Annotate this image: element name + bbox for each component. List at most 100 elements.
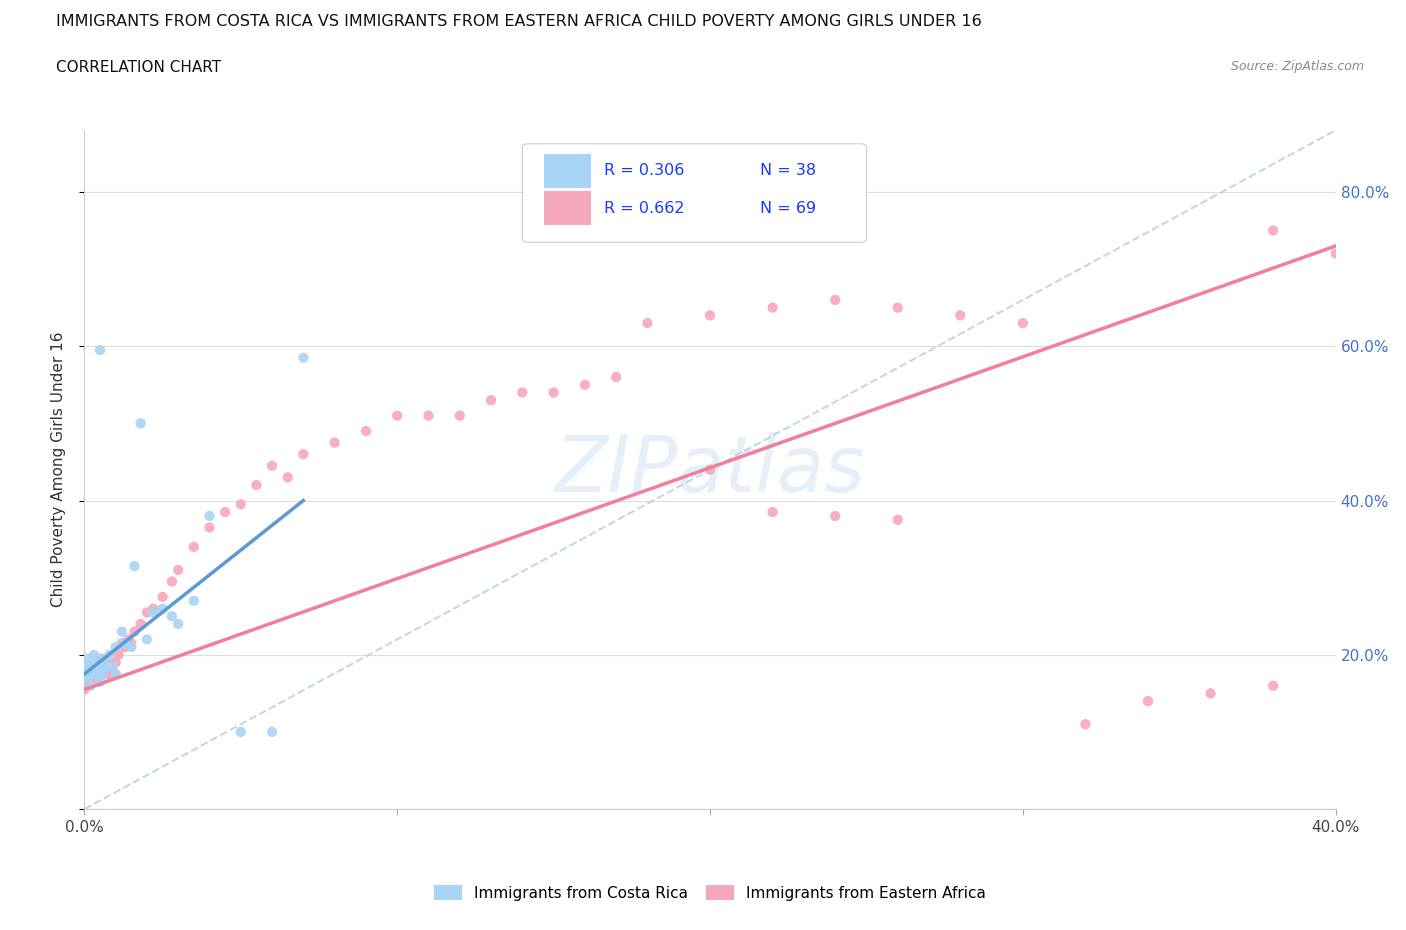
Point (91, 667, 114, 682)
Point (73, 663, 96, 678)
Point (98, 647, 121, 662)
Point (79, 674, 101, 689)
Point (96, 667, 118, 682)
Text: IMMIGRANTS FROM COSTA RICA VS IMMIGRANTS FROM EASTERN AFRICA CHILD POVERTY AMONG: IMMIGRANTS FROM COSTA RICA VS IMMIGRANTS… (56, 14, 981, 29)
Point (574, 378, 596, 392)
Point (76, 667, 98, 682)
Point (262, 458, 284, 473)
FancyBboxPatch shape (523, 144, 866, 242)
Point (89, 651, 111, 666)
Point (142, 604, 165, 619)
Point (117, 632, 139, 647)
Point (91, 651, 114, 666)
Point (262, 724, 284, 739)
Point (229, 724, 252, 739)
Point (104, 667, 127, 682)
Point (762, 505, 785, 520)
Point (637, 315, 659, 330)
Point (89, 674, 111, 689)
Point (762, 300, 785, 315)
Point (152, 601, 174, 616)
Point (479, 392, 502, 407)
Point (120, 640, 142, 655)
Y-axis label: Child Poverty Among Girls Under 16: Child Poverty Among Girls Under 16 (51, 332, 66, 607)
Point (124, 559, 146, 574)
Point (79, 667, 101, 682)
Point (1012, 315, 1035, 330)
Point (91, 667, 114, 682)
Point (124, 624, 146, 639)
Bar (544, 154, 591, 188)
Point (76, 655, 98, 670)
Text: Source: ZipAtlas.com: Source: ZipAtlas.com (1230, 60, 1364, 73)
Point (120, 636, 142, 651)
Bar (544, 192, 591, 225)
Text: R = 0.306: R = 0.306 (603, 164, 685, 179)
Point (229, 497, 252, 512)
Point (104, 655, 127, 670)
Text: N = 69: N = 69 (761, 201, 817, 216)
Point (198, 509, 221, 524)
Point (418, 408, 440, 423)
Point (292, 351, 315, 365)
Point (136, 632, 159, 647)
Point (824, 509, 846, 524)
Text: N = 38: N = 38 (761, 164, 817, 179)
Point (1199, 686, 1222, 701)
Point (1263, 678, 1285, 693)
Point (543, 385, 565, 400)
Point (89, 659, 111, 674)
Point (79, 678, 101, 693)
Point (89, 659, 111, 674)
Point (1074, 717, 1097, 732)
Point (86, 667, 108, 682)
Point (73, 674, 96, 689)
Point (1324, 246, 1347, 261)
Point (949, 308, 972, 323)
Point (96, 655, 118, 670)
Point (245, 478, 267, 493)
Point (101, 663, 124, 678)
Point (183, 593, 205, 608)
Point (129, 617, 152, 631)
Point (114, 636, 136, 651)
Point (1263, 223, 1285, 238)
Legend: Immigrants from Costa Rica, Immigrants from Eastern Africa: Immigrants from Costa Rica, Immigrants f… (427, 879, 993, 907)
Point (76, 671, 98, 685)
Point (292, 446, 315, 461)
Point (91, 659, 114, 674)
Point (101, 659, 124, 674)
Text: ZIPatlas: ZIPatlas (554, 432, 866, 508)
Point (83, 659, 105, 674)
Point (76, 678, 98, 693)
Point (152, 590, 174, 604)
Point (104, 640, 127, 655)
Point (449, 408, 471, 423)
Point (354, 424, 377, 439)
Point (86, 655, 108, 670)
Point (699, 308, 721, 323)
Point (73, 659, 96, 674)
Point (83, 671, 105, 685)
Point (512, 385, 534, 400)
Point (699, 462, 721, 477)
Point (83, 659, 105, 674)
Point (198, 520, 221, 535)
Point (167, 617, 190, 631)
Point (277, 470, 299, 485)
Point (73, 682, 96, 697)
Point (89, 671, 111, 685)
Point (887, 300, 910, 315)
Point (79, 663, 101, 678)
Point (824, 292, 846, 307)
Point (98, 655, 121, 670)
Point (79, 663, 101, 678)
Point (98, 667, 121, 682)
Point (73, 667, 96, 682)
Point (142, 601, 165, 616)
Point (167, 563, 190, 578)
Point (1137, 694, 1160, 709)
Point (887, 512, 910, 527)
Point (323, 435, 346, 450)
Point (111, 624, 134, 639)
